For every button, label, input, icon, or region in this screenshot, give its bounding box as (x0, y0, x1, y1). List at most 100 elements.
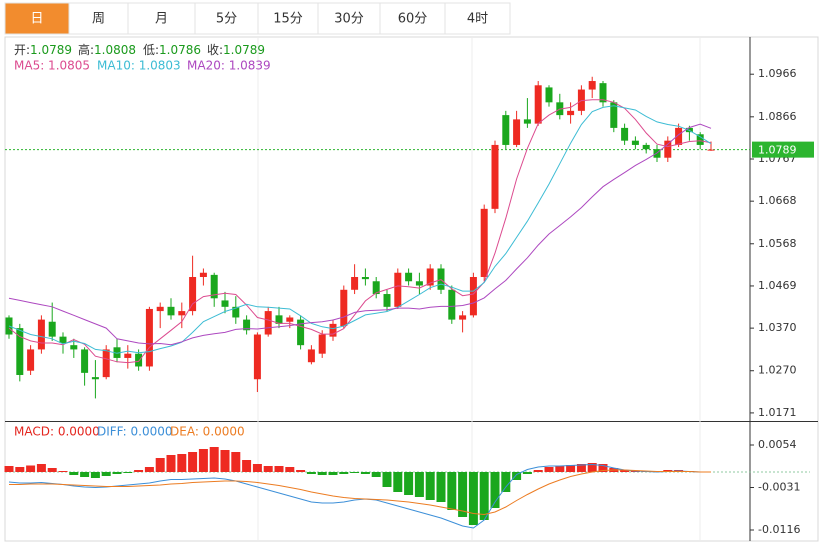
macd-bar (522, 472, 532, 474)
candle-body (27, 349, 35, 371)
macd-bar (47, 468, 57, 472)
macd-bar (328, 472, 338, 475)
macd-bar (404, 472, 414, 495)
y-tick-label: 1.0370 (758, 321, 797, 334)
candle-body (307, 349, 315, 363)
ohlc-value: 1.0789 (30, 43, 72, 57)
y-tick-label: 1.0270 (758, 364, 797, 377)
tab-label[interactable]: 15分 (273, 12, 303, 27)
tab-label[interactable]: 周 (92, 12, 105, 27)
candle-body (297, 319, 305, 346)
y-tick-label: 1.0568 (758, 237, 797, 250)
macd-line (8, 463, 711, 529)
candle-body (340, 289, 348, 326)
candle-body (124, 353, 132, 358)
candle-body (210, 274, 218, 299)
candle-body (16, 328, 24, 375)
candle-body (178, 311, 186, 316)
tab[interactable]: 15分 (257, 2, 319, 35)
macd-bar (134, 470, 144, 472)
tab-background[interactable] (4, 2, 70, 35)
tab-label[interactable]: 日 (30, 12, 43, 27)
legend-entry: MA10: 1.0803 (97, 59, 181, 73)
candle-body (221, 300, 229, 307)
tab-background[interactable] (317, 2, 381, 35)
candle-body (351, 277, 359, 290)
y-tick-label: 1.0866 (758, 110, 797, 123)
candle-body (253, 334, 261, 380)
candle-body (243, 319, 251, 331)
macd-bar (501, 472, 511, 492)
tab[interactable]: 月 (127, 2, 196, 35)
y-tick-label: -0.0116 (758, 523, 800, 536)
tab[interactable]: 30分 (317, 2, 381, 35)
macd-bar (123, 472, 133, 473)
macd-bar (58, 471, 68, 472)
candle-body (156, 306, 164, 312)
candle-body (70, 345, 78, 350)
candle-body (329, 323, 337, 337)
ohlc-label: 高:1.0808 (78, 42, 136, 57)
macd-bar (155, 458, 165, 472)
macd-bar (339, 472, 349, 474)
candle-body (610, 102, 618, 128)
macd-bar (166, 455, 176, 472)
candle-body (448, 289, 456, 320)
macd-bar (69, 472, 79, 475)
candle-body (102, 349, 110, 378)
tab[interactable]: 周 (68, 2, 129, 35)
candle-body (59, 336, 67, 344)
candle-body (81, 349, 89, 373)
macd-bar (458, 472, 468, 517)
legend-entry: MA20: 1.0839 (187, 59, 271, 73)
candle-body (621, 127, 629, 141)
macd-bar (36, 464, 46, 472)
candle-body (664, 140, 672, 158)
legend-entry: MACD: 0.0000 (14, 425, 100, 439)
tab[interactable]: 5分 (194, 2, 259, 35)
candle-body (459, 315, 467, 320)
y-tick-label: 0.0054 (758, 438, 797, 451)
macd-bar (576, 464, 586, 472)
last-price-box (752, 141, 814, 158)
macd-bar (317, 472, 327, 475)
tab-background[interactable] (68, 2, 129, 35)
macd-bar (274, 466, 284, 472)
macd-bar (231, 452, 241, 472)
macd-bar (15, 467, 25, 472)
candle-body (361, 277, 369, 280)
macd-bar (360, 472, 370, 474)
tab-label[interactable]: 月 (155, 12, 168, 27)
tab-background[interactable] (444, 2, 511, 35)
candle-body (523, 119, 531, 124)
ohlc-name: 低: (143, 43, 159, 57)
candle-body (91, 377, 99, 380)
tab-label[interactable]: 4时 (467, 12, 488, 27)
ohlc-label: 收:1.0789 (207, 43, 265, 57)
macd-bar (425, 472, 435, 500)
tab-background[interactable] (257, 2, 319, 35)
tab-background[interactable] (379, 2, 446, 35)
tab[interactable]: 60分 (379, 2, 446, 35)
candle-body (588, 81, 596, 90)
ohlc-name: 高: (78, 42, 94, 57)
macd-bar (414, 472, 424, 497)
legend-entry: MA5: 1.0805 (14, 59, 90, 73)
tab-label[interactable]: 5分 (216, 12, 237, 27)
ma-line (8, 123, 712, 346)
candle-body (264, 311, 272, 335)
tab[interactable]: 日 (4, 2, 70, 35)
tab-label[interactable]: 30分 (334, 12, 364, 27)
y-tick-label: 1.0171 (758, 406, 797, 419)
tab[interactable]: 4时 (444, 2, 511, 35)
tab-background[interactable] (127, 2, 196, 35)
candle-body (232, 306, 240, 318)
tab-label[interactable]: 60分 (398, 12, 428, 27)
candle-body (372, 281, 380, 295)
macd-line (9, 469, 711, 516)
candle-body (199, 272, 207, 278)
candle-body (383, 294, 391, 307)
macd-bar (468, 472, 478, 525)
macd-bar (490, 472, 500, 508)
